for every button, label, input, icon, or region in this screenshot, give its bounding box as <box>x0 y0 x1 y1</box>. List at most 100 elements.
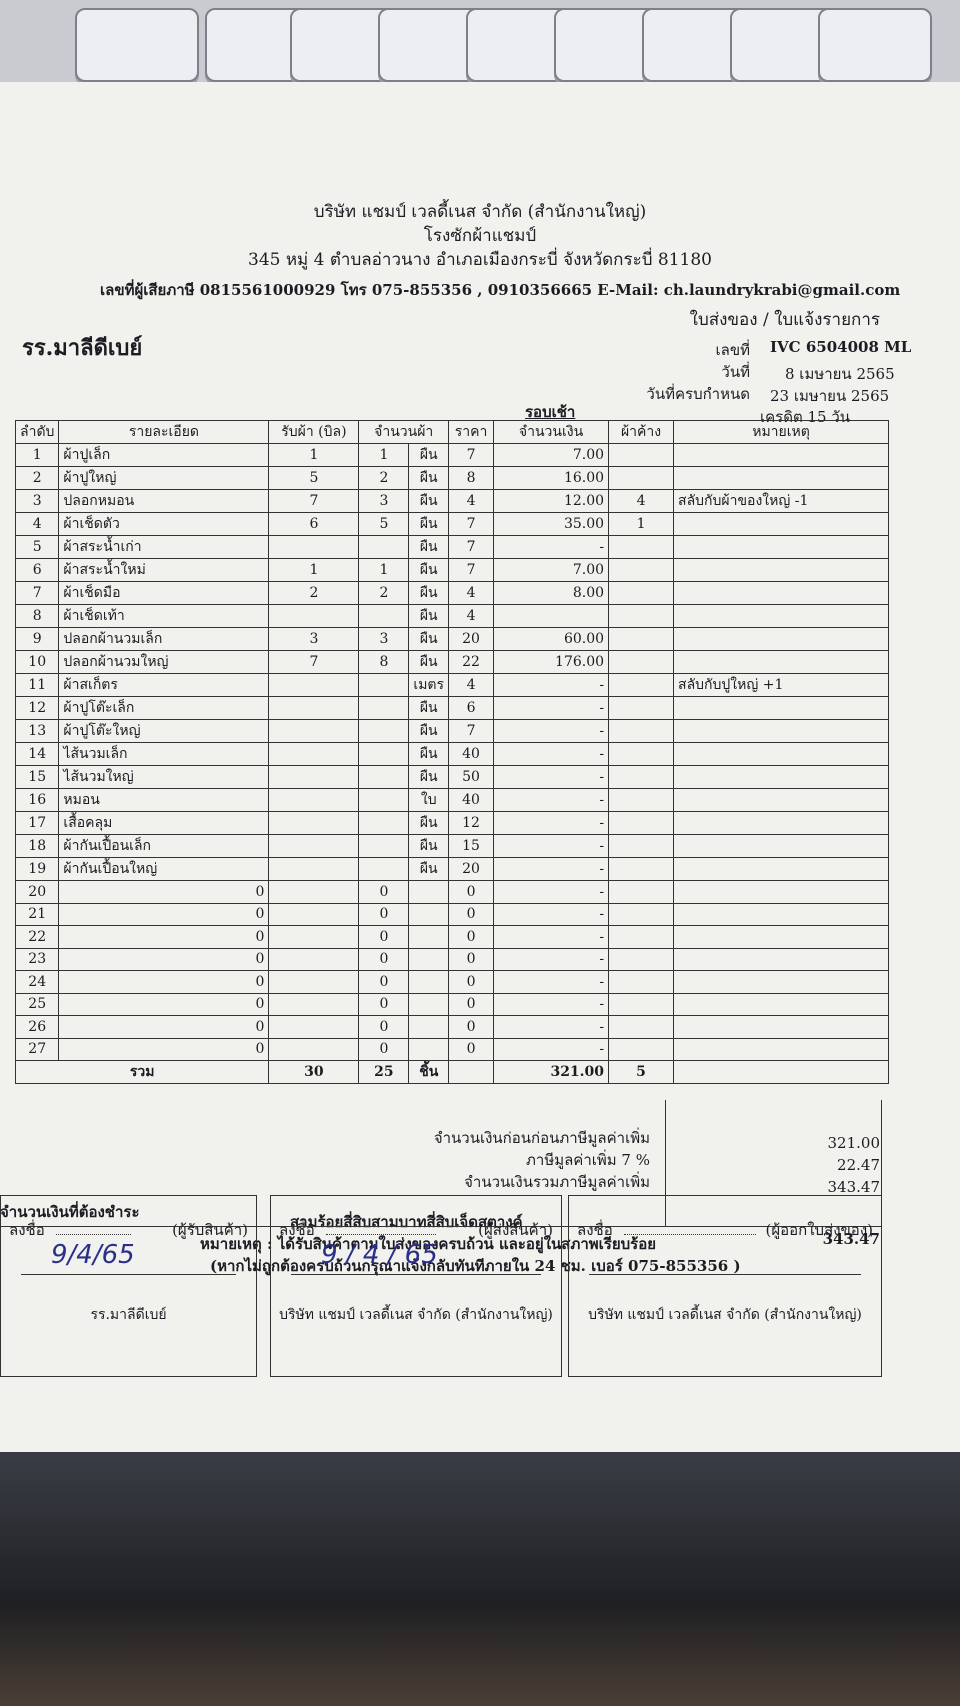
sign-label: ลงชื่อ <box>577 1221 613 1239</box>
cell <box>673 1060 890 1084</box>
column-header: จำนวนผ้า <box>358 420 450 444</box>
organization: รร.มาลีดีเบย์ <box>90 1307 167 1323</box>
cell: 25 <box>14 992 60 1016</box>
cell: 13 <box>14 719 60 743</box>
cell: ปลอกผ้านวมเล็ก <box>58 627 270 651</box>
dotted-line <box>624 1218 756 1235</box>
cell <box>608 696 675 720</box>
cell: - <box>493 947 610 971</box>
summary-box <box>665 1100 882 1227</box>
cell <box>358 535 410 559</box>
cell <box>408 947 450 971</box>
cell <box>673 696 890 720</box>
item-row: 4 ผ้าเช็ดตัว 6 5 ผืน 7 35.00 1 <box>14 512 890 536</box>
cell: 1 <box>268 558 360 582</box>
cell: 0 <box>358 992 410 1016</box>
cell <box>673 535 890 559</box>
cell: 6 <box>268 512 360 536</box>
cell: - <box>493 742 610 766</box>
organization: บริษัท แชมป์ เวลดี้เนส จำกัด (สำนักงานให… <box>279 1307 553 1323</box>
cell: ผืน <box>408 627 450 651</box>
cell: - <box>493 788 610 812</box>
cell: 6 <box>14 558 60 582</box>
item-row: 20 0 0 0- <box>14 880 890 904</box>
cell <box>673 466 890 490</box>
cell: 7.00 <box>493 558 610 582</box>
cell: 4 <box>448 604 495 628</box>
role: (ผู้ออกใบส่งของ) <box>765 1221 873 1239</box>
key <box>818 8 932 82</box>
cell: 5 <box>14 535 60 559</box>
items-table: ลำดับ รายละเอียด รับผ้า (บิล) จำนวนผ้า ราคาจ… <box>14 420 890 1084</box>
cell <box>673 947 890 971</box>
doc-title: ใบส่งของ / ใบแจ้งรายการ <box>689 310 880 330</box>
cell <box>673 765 890 789</box>
item-row: 25 0 0 0- <box>14 992 890 1016</box>
role: (ผู้รับสินค้า) <box>172 1221 248 1239</box>
cell: 7 <box>268 489 360 513</box>
cell: 60.00 <box>493 627 610 651</box>
cell: 0 <box>58 992 270 1016</box>
cell <box>493 604 610 628</box>
cell: 40 <box>448 788 495 812</box>
bracket-line <box>21 1258 236 1275</box>
cell <box>673 925 890 949</box>
cell: 5 <box>358 512 410 536</box>
item-row: 12 ผ้าปูโต๊ะเล็ก ผืน 6- <box>14 696 890 720</box>
cell: - <box>493 970 610 994</box>
item-row: 16 หมอน ใบ 40- <box>14 788 890 812</box>
cell <box>608 1037 675 1061</box>
label: วันที่ <box>721 363 750 381</box>
cell <box>358 719 410 743</box>
item-row: 24 0 0 0- <box>14 970 890 994</box>
cell <box>268 535 360 559</box>
item-row: 17 เสื้อคลุม ผืน 12- <box>14 811 890 835</box>
cell: 14 <box>14 742 60 766</box>
address: 345 หมู่ 4 ตำบลอ่าวนาง อำเภอเมืองกระบี่ … <box>248 250 712 270</box>
cell: 0 <box>58 902 270 926</box>
role: (ผู้ส่งสินค้า) <box>478 1221 553 1239</box>
cell: 0 <box>448 902 495 926</box>
cell: ไส้นวมใหญ่ <box>58 765 270 789</box>
cell: 0 <box>358 902 410 926</box>
summary-value: 343.47 <box>827 1178 881 1196</box>
cell: สลับกับปูใหญ่ +1 <box>673 673 890 697</box>
cell <box>608 902 675 926</box>
cell: ผืน <box>408 604 450 628</box>
cell <box>268 696 360 720</box>
cell <box>673 1015 890 1039</box>
cell: - <box>493 535 610 559</box>
item-row: 10 ปลอกผ้านวมใหญ่ 7 8 ผืน 22 176.00 <box>14 650 890 674</box>
cell <box>673 1037 890 1061</box>
rule <box>0 1226 880 1227</box>
cell: ผ้าปูใหญ่ <box>58 466 270 490</box>
cell <box>268 947 360 971</box>
cell: 6 <box>448 696 495 720</box>
cell: 0 <box>358 925 410 949</box>
cell: 2 <box>358 581 410 605</box>
column-header: หมายเหตุ <box>673 420 890 444</box>
cell: - <box>493 925 610 949</box>
cell: 26 <box>14 1015 60 1039</box>
sign-label: ลงชื่อ <box>279 1221 315 1239</box>
cell <box>673 788 890 812</box>
cell: 3 <box>358 489 410 513</box>
cell: 3 <box>358 627 410 651</box>
column-header: ลำดับ <box>14 420 60 444</box>
cell: ผ้าสเก็ตร <box>58 673 270 697</box>
cell: สลับกับผ้าของใหญ่ -1 <box>673 489 890 513</box>
cell: 4 <box>448 489 495 513</box>
cell <box>673 558 890 582</box>
column-header: ผ้าค้าง <box>608 420 675 444</box>
cell <box>673 902 890 926</box>
header-row: ลำดับ รายละเอียด รับผ้า (บิล) จำนวนผ้า ราคาจ… <box>14 420 890 444</box>
cell: 0 <box>58 970 270 994</box>
cell <box>268 925 360 949</box>
cell: ผ้าปูโต๊ะเล็ก <box>58 696 270 720</box>
cell: 11 <box>14 673 60 697</box>
cell <box>358 696 410 720</box>
note: หมายเหตุ : ได้รับสินค้าตามใบส่งของครบถ้ว… <box>200 1235 657 1253</box>
cell: 4 <box>448 673 495 697</box>
cell <box>408 992 450 1016</box>
